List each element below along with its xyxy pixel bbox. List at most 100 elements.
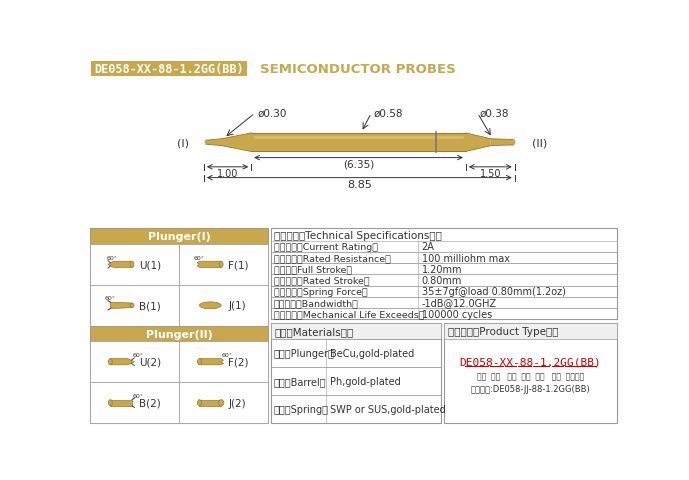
Text: 100 milliohm max: 100 milliohm max (422, 253, 510, 263)
Bar (90, 244, 179, 285)
Text: 60°: 60° (133, 353, 144, 358)
Bar (271, 339, 441, 367)
Text: 额定行程（Rated Stroke）: 额定行程（Rated Stroke） (274, 276, 369, 285)
Text: ø0.30: ø0.30 (258, 108, 287, 119)
Ellipse shape (130, 303, 134, 308)
Bar (90, 326, 268, 342)
Text: 60°: 60° (194, 255, 204, 260)
Text: 60°: 60° (104, 296, 115, 300)
Text: (II): (II) (532, 138, 547, 148)
Bar (90, 229, 268, 423)
Text: 针管（Barrel）: 针管（Barrel） (274, 376, 327, 386)
Bar (91, 61, 247, 77)
Bar (179, 285, 268, 326)
Polygon shape (222, 133, 251, 152)
Bar (271, 264, 617, 275)
Text: ø0.38: ø0.38 (480, 108, 509, 119)
Text: 0.80mm: 0.80mm (422, 276, 462, 286)
Text: 60°: 60° (222, 353, 233, 358)
Text: (I): (I) (177, 138, 189, 148)
Ellipse shape (200, 302, 221, 309)
Text: (6.35): (6.35) (343, 159, 374, 169)
Text: F(1): F(1) (228, 260, 249, 270)
Bar (271, 275, 617, 286)
Ellipse shape (219, 139, 224, 146)
Text: ø0.58: ø0.58 (373, 108, 403, 119)
Text: 1.00: 1.00 (217, 168, 238, 179)
Text: Ph,gold-plated: Ph,gold-plated (330, 376, 401, 386)
Polygon shape (110, 400, 132, 406)
Ellipse shape (509, 139, 515, 146)
Text: 频率带宽（Bandwidth）: 频率带宽（Bandwidth） (274, 299, 358, 307)
Bar (271, 309, 617, 320)
Text: 满行程（Full Stroke）: 满行程（Full Stroke） (274, 265, 352, 274)
Text: Plunger(II): Plunger(II) (146, 329, 212, 339)
Polygon shape (110, 359, 134, 365)
Bar (90, 285, 179, 326)
Bar (271, 286, 617, 297)
Text: U(1): U(1) (139, 260, 161, 270)
Text: J(1): J(1) (228, 300, 246, 311)
Ellipse shape (198, 400, 201, 406)
Text: 额定弹力（Spring Force）: 额定弹力（Spring Force） (274, 287, 367, 296)
Bar (271, 395, 441, 423)
Bar (444, 324, 617, 423)
Text: SWP or SUS,gold-plated: SWP or SUS,gold-plated (330, 404, 446, 414)
Bar (444, 324, 617, 339)
Bar (271, 252, 617, 264)
Text: 1.50: 1.50 (480, 168, 501, 179)
Text: 成品型号（Product Type）：: 成品型号（Product Type）： (448, 326, 559, 336)
Bar (271, 324, 441, 423)
Text: 订购举例:DE058-JJ-88-1.2GG(BB): 订购举例:DE058-JJ-88-1.2GG(BB) (471, 384, 590, 393)
Text: 技术要求（Technical Specifications）：: 技术要求（Technical Specifications）： (274, 231, 442, 241)
Text: 针头（Plunger）: 针头（Plunger） (274, 348, 335, 358)
Text: 100000 cycles: 100000 cycles (422, 309, 492, 319)
Text: BeCu,gold-plated: BeCu,gold-plated (330, 348, 415, 358)
Polygon shape (491, 139, 513, 146)
Text: 60°: 60° (133, 393, 144, 398)
Bar (271, 367, 441, 395)
Bar (90, 383, 179, 423)
Text: 测试寿命（Mechanical Life Exceeds）: 测试寿命（Mechanical Life Exceeds） (274, 310, 424, 319)
Bar (179, 244, 268, 285)
Bar (179, 342, 268, 383)
Polygon shape (110, 302, 132, 309)
Polygon shape (200, 359, 223, 365)
Polygon shape (197, 262, 221, 268)
Bar (179, 383, 268, 423)
Polygon shape (200, 400, 221, 406)
Text: 8.85: 8.85 (347, 180, 372, 190)
Text: B(2): B(2) (139, 398, 161, 408)
Text: B(1): B(1) (139, 300, 161, 311)
Bar (271, 229, 617, 320)
Text: 系列  规格   头型  行长  弹力   镀金  针头材质: 系列 规格 头型 行长 弹力 镀金 针头材质 (477, 371, 584, 380)
Ellipse shape (108, 400, 112, 406)
Text: SEMICONDUCTOR PROBES: SEMICONDUCTOR PROBES (260, 62, 455, 76)
Text: F(2): F(2) (228, 357, 249, 367)
Bar (90, 342, 179, 383)
Text: 1.20mm: 1.20mm (422, 264, 462, 274)
Ellipse shape (108, 359, 112, 365)
Text: Plunger(I): Plunger(I) (147, 232, 211, 241)
Text: DE058-XX-88-1.2GG(BB): DE058-XX-88-1.2GG(BB) (94, 62, 244, 76)
Text: 2A: 2A (422, 242, 435, 252)
Ellipse shape (462, 133, 470, 152)
Polygon shape (466, 133, 491, 152)
Ellipse shape (219, 262, 223, 268)
Text: 额定电阻（Rated Resistance）: 额定电阻（Rated Resistance） (274, 253, 391, 263)
Ellipse shape (247, 133, 255, 152)
Text: 弹簧（Spring）: 弹簧（Spring） (274, 404, 329, 414)
Text: 35±7gf@load 0.80mm(1.2oz): 35±7gf@load 0.80mm(1.2oz) (422, 287, 566, 297)
Ellipse shape (130, 262, 134, 268)
Text: DE058-XX-88-1.2GG(BB): DE058-XX-88-1.2GG(BB) (460, 357, 601, 367)
Bar (271, 324, 441, 339)
Text: U(2): U(2) (139, 357, 161, 367)
Ellipse shape (198, 359, 201, 365)
Text: -1dB@12.0GHZ: -1dB@12.0GHZ (422, 298, 497, 308)
Text: 材质（Materials）：: 材质（Materials）： (274, 326, 353, 336)
Bar (271, 241, 617, 252)
Text: 额定电流（Current Rating）: 额定电流（Current Rating） (274, 242, 378, 252)
Text: J(2): J(2) (228, 398, 246, 408)
Ellipse shape (218, 400, 224, 406)
Bar (271, 297, 617, 309)
